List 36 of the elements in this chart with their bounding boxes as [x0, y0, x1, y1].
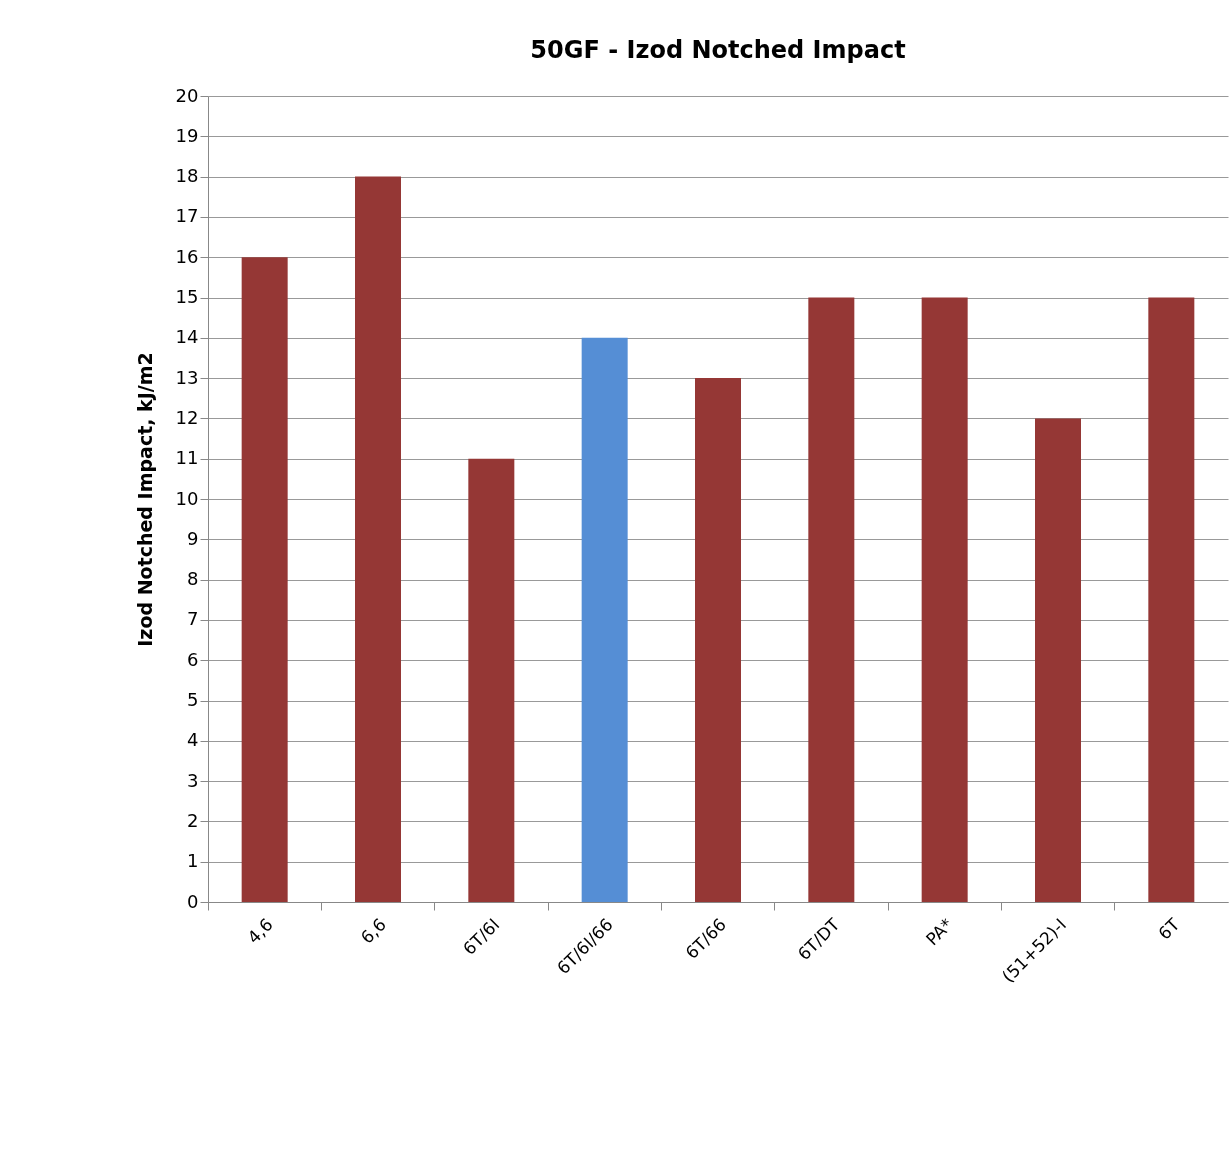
- y-tick-label: 0: [187, 890, 199, 912]
- bar: [241, 257, 288, 902]
- y-tick-label: 16: [175, 245, 199, 267]
- x-tick-label: 6T: [1154, 913, 1184, 944]
- y-tick-label: 20: [175, 84, 199, 106]
- y-tick-label: 18: [175, 165, 199, 187]
- y-tick-label: 2: [187, 809, 199, 831]
- x-tick-label: 6,6: [356, 914, 391, 948]
- y-tick-label: 7: [187, 608, 199, 630]
- y-tick-label: 6: [187, 648, 199, 670]
- y-tick-label: 15: [175, 286, 199, 307]
- y-axis-title: Izod Notched Impact, kJ/m2: [133, 352, 156, 647]
- y-tick-label: 10: [175, 487, 199, 509]
- y-tick-label: 13: [175, 366, 199, 388]
- bar: [1035, 418, 1081, 902]
- chart-title: 50GF - Izod Notched Impact: [530, 36, 906, 64]
- bar: [921, 297, 968, 902]
- y-tick-label: 9: [187, 527, 199, 549]
- bar: [581, 337, 628, 902]
- bar: [695, 378, 741, 902]
- y-tick-label: 11: [175, 447, 199, 469]
- y-tick-label: 19: [175, 124, 199, 146]
- y-tick-label: 3: [187, 769, 199, 791]
- bar: [355, 176, 401, 902]
- y-tick-label: 14: [175, 326, 199, 348]
- y-tick-label: 8: [187, 568, 199, 590]
- y-tick-label: 12: [175, 406, 199, 428]
- y-tick-label: 1: [187, 850, 199, 872]
- x-tick-label: 4,6: [243, 914, 277, 948]
- x-tick-label: PA*: [921, 914, 957, 950]
- y-tick-label: 5: [187, 689, 199, 710]
- y-tick-label: 4: [187, 729, 199, 751]
- bar: [468, 458, 515, 902]
- bar: [1148, 297, 1195, 902]
- y-tick-label: 17: [175, 205, 199, 227]
- bar: [808, 297, 855, 902]
